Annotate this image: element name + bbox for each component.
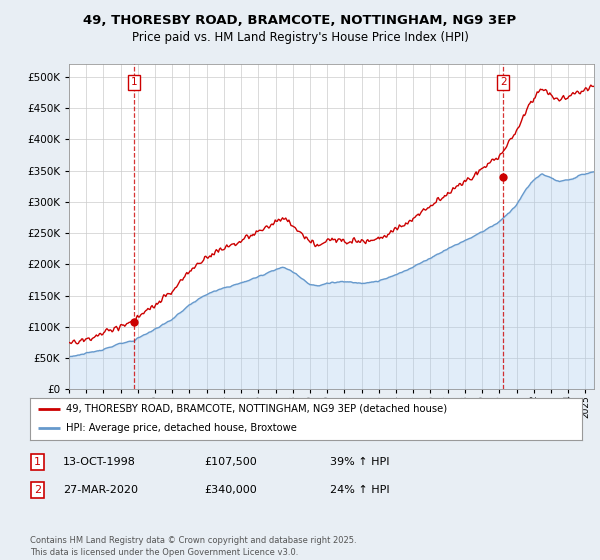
Text: 49, THORESBY ROAD, BRAMCOTE, NOTTINGHAM, NG9 3EP: 49, THORESBY ROAD, BRAMCOTE, NOTTINGHAM,… [83, 14, 517, 27]
Text: HPI: Average price, detached house, Broxtowe: HPI: Average price, detached house, Brox… [66, 423, 297, 433]
Text: 2: 2 [500, 77, 506, 87]
Text: £107,500: £107,500 [204, 457, 257, 467]
Text: 2: 2 [34, 485, 41, 495]
Text: £340,000: £340,000 [204, 485, 257, 495]
Text: 13-OCT-1998: 13-OCT-1998 [63, 457, 136, 467]
Text: 27-MAR-2020: 27-MAR-2020 [63, 485, 138, 495]
Text: 24% ↑ HPI: 24% ↑ HPI [330, 485, 389, 495]
Text: 49, THORESBY ROAD, BRAMCOTE, NOTTINGHAM, NG9 3EP (detached house): 49, THORESBY ROAD, BRAMCOTE, NOTTINGHAM,… [66, 404, 447, 414]
Text: Price paid vs. HM Land Registry's House Price Index (HPI): Price paid vs. HM Land Registry's House … [131, 31, 469, 44]
Text: 1: 1 [131, 77, 137, 87]
Text: 39% ↑ HPI: 39% ↑ HPI [330, 457, 389, 467]
Text: Contains HM Land Registry data © Crown copyright and database right 2025.
This d: Contains HM Land Registry data © Crown c… [30, 536, 356, 557]
Text: 1: 1 [34, 457, 41, 467]
